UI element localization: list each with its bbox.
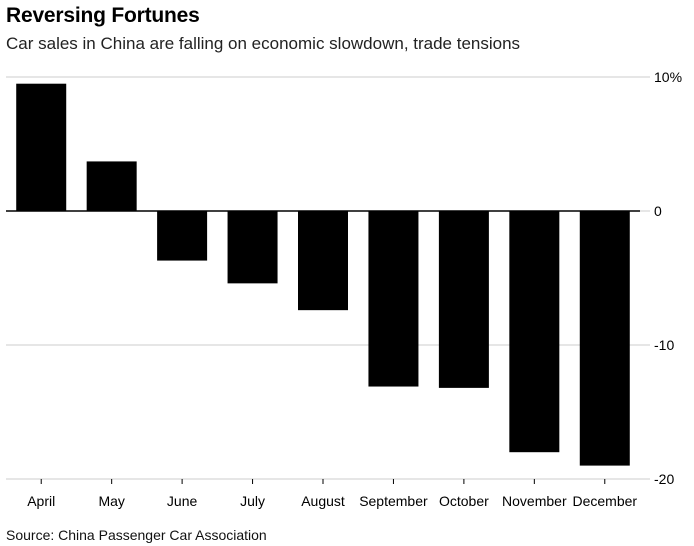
bar (157, 211, 208, 261)
x-tick-label: August (301, 493, 345, 509)
chart-title: Reversing Fortunes (6, 4, 200, 27)
x-tick-label: November (502, 493, 567, 509)
x-tick-label: July (240, 493, 265, 509)
bar (227, 211, 278, 284)
bar (509, 211, 560, 453)
x-tick-label: September (359, 493, 428, 509)
x-tick-label: April (27, 493, 55, 509)
y-tick-label: 10% (654, 69, 682, 85)
bar (368, 211, 419, 387)
chart-subtitle: Car sales in China are falling on econom… (6, 34, 521, 53)
bar (16, 83, 67, 211)
bar (438, 211, 489, 388)
y-tick-label: -20 (654, 471, 674, 487)
x-tick-label: October (439, 493, 489, 509)
x-tick-label: June (167, 493, 198, 509)
x-tick-label: December (572, 493, 637, 509)
y-tick-label: -10 (654, 337, 674, 353)
y-tick-label: 0 (654, 203, 662, 219)
bar (298, 211, 348, 311)
bar (86, 161, 137, 211)
bar (579, 211, 630, 466)
x-tick-label: May (98, 493, 124, 509)
source-note: Source: China Passenger Car Association (6, 527, 267, 543)
